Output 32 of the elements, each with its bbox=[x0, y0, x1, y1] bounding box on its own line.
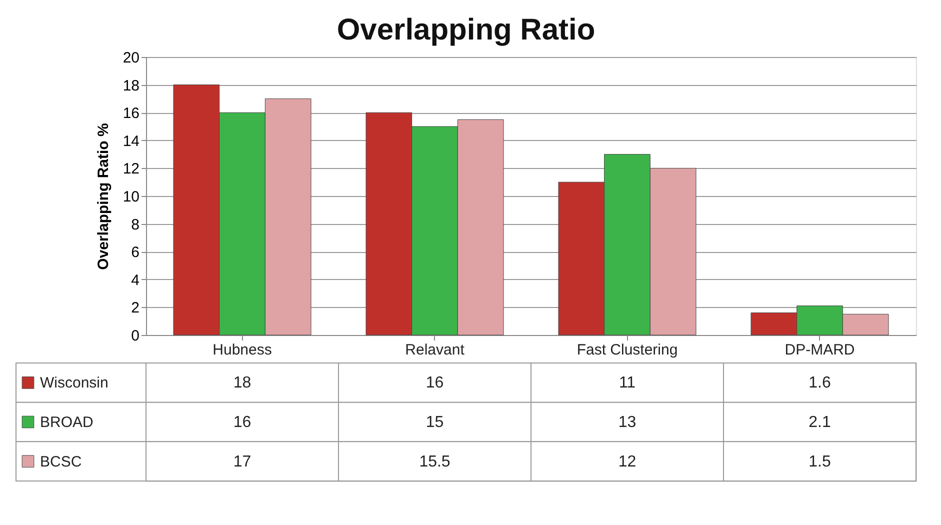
data-label: 2.1 bbox=[808, 414, 831, 431]
data-label: 12 bbox=[618, 453, 636, 470]
x-tick-label: Relavant bbox=[405, 342, 466, 358]
data-label: 15.5 bbox=[419, 453, 450, 470]
y-tick-label: 10 bbox=[122, 188, 140, 206]
legend-label: Wisconsin bbox=[40, 374, 108, 392]
y-tick-label: 14 bbox=[122, 132, 140, 150]
data-label: 13 bbox=[618, 414, 636, 431]
y-tick-label: 0 bbox=[131, 328, 140, 344]
data-label: 16 bbox=[426, 374, 444, 392]
y-tick-label: 18 bbox=[122, 77, 140, 94]
x-tick-label: Fast Clustering bbox=[576, 342, 678, 358]
data-label: 17 bbox=[233, 453, 252, 470]
y-tick-label: 20 bbox=[122, 50, 140, 66]
data-label: 15 bbox=[426, 414, 444, 431]
y-tick-label: 2 bbox=[131, 300, 140, 317]
data-label: 1.5 bbox=[808, 453, 831, 470]
data-label: 16 bbox=[233, 414, 252, 431]
data-label: 11 bbox=[618, 374, 636, 392]
x-tick-label: DP-MARD bbox=[784, 342, 855, 358]
y-tick-label: 16 bbox=[122, 105, 140, 122]
y-tick-label: 4 bbox=[131, 272, 140, 289]
legend-label: BROAD bbox=[40, 414, 94, 431]
y-tick-label: 12 bbox=[122, 160, 140, 178]
chart-title: Overlapping Ratio bbox=[336, 14, 596, 46]
data-label: 18 bbox=[233, 374, 252, 392]
y-axis-title: Overlapping Ratio % bbox=[94, 123, 112, 270]
x-tick-label: Hubness bbox=[212, 342, 272, 358]
y-tick-label: 6 bbox=[131, 244, 140, 262]
y-tick-label: 8 bbox=[131, 216, 140, 234]
data-label: 1.6 bbox=[808, 374, 831, 392]
legend-label: BCSC bbox=[40, 453, 82, 470]
